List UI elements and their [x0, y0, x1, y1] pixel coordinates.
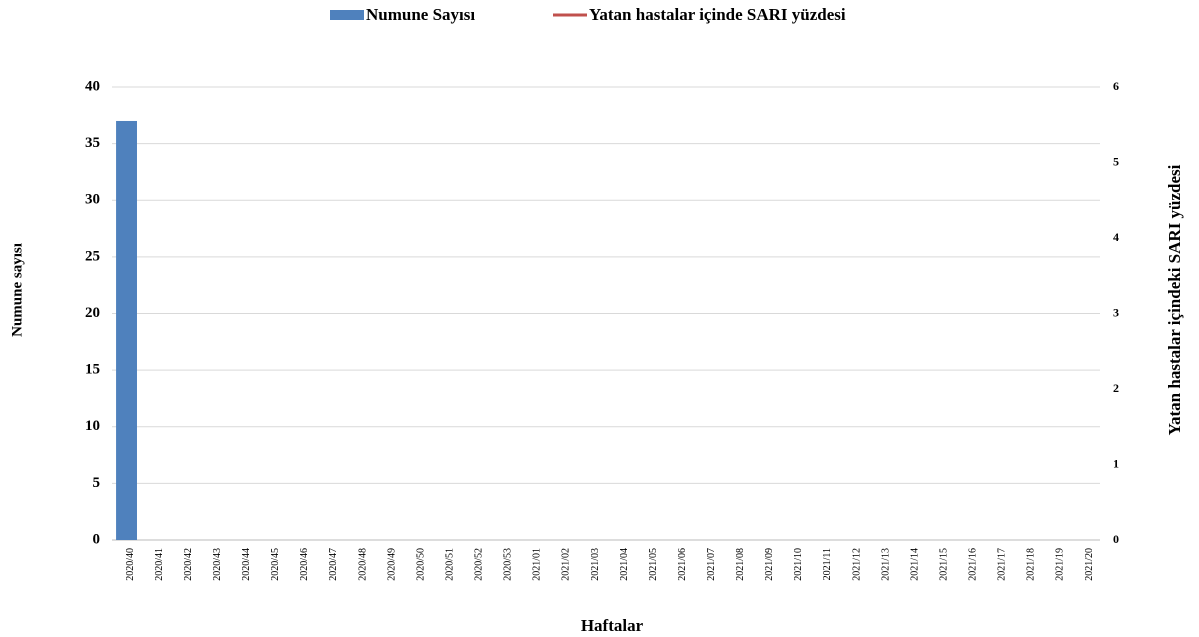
x-tick-label: 2021/11 — [822, 548, 833, 580]
y-tick-label: 30 — [85, 192, 100, 208]
x-tick-label: 2021/04 — [619, 548, 630, 581]
x-tick-label: 2020/52 — [474, 548, 485, 581]
x-tick-label: 2021/02 — [561, 548, 572, 581]
x-tick-label: 2021/06 — [677, 548, 688, 581]
x-axis-title: Haftalar — [581, 616, 644, 635]
x-tick-label: 2020/43 — [212, 548, 223, 581]
x-tick-label: 2020/48 — [357, 548, 368, 581]
x-tick-label: 2021/19 — [1055, 548, 1066, 581]
x-tick-label: 2021/14 — [909, 548, 920, 581]
x-tick-label: 2020/46 — [299, 548, 310, 581]
legend-label: Yatan hastalar içinde SARI yüzdesi — [589, 5, 846, 24]
x-tick-label: 2020/50 — [415, 548, 426, 581]
y2-tick-label: 2 — [1113, 381, 1119, 395]
y2-tick-label: 0 — [1113, 532, 1119, 546]
x-tick-label: 2020/40 — [125, 548, 136, 581]
x-tick-label: 2021/03 — [590, 548, 601, 581]
y2-tick-label: 3 — [1113, 305, 1119, 319]
y-tick-label: 15 — [85, 362, 100, 378]
y-tick-label: 40 — [85, 78, 100, 94]
x-tick-label: 2021/07 — [706, 548, 717, 581]
x-tick-label: 2020/42 — [183, 548, 194, 581]
x-tick-label: 2021/16 — [968, 548, 979, 581]
x-tick-label: 2021/01 — [532, 548, 543, 581]
x-tick-label: 2020/44 — [241, 548, 252, 581]
y-tick-label: 0 — [93, 531, 101, 547]
x-tick-label: 2021/05 — [648, 548, 659, 581]
y2-tick-label: 1 — [1113, 456, 1119, 470]
x-tick-label: 2021/20 — [1084, 548, 1095, 581]
x-tick-label: 2021/09 — [764, 548, 775, 581]
legend-label: Numune Sayısı — [366, 5, 475, 24]
y2-axis-title: Yatan hastalar içindeki SARI yüzdesi — [1165, 164, 1184, 435]
x-tick-label: 2021/15 — [938, 548, 949, 581]
x-tick-label: 2020/45 — [270, 548, 281, 581]
y2-tick-label: 6 — [1113, 79, 1119, 93]
x-tick-label: 2021/18 — [1026, 548, 1037, 581]
x-tick-label: 2020/51 — [444, 548, 455, 581]
x-tick-label: 2020/47 — [328, 548, 339, 581]
legend-swatch — [330, 10, 364, 20]
x-tick-label: 2021/12 — [851, 548, 862, 581]
x-tick-label: 2021/08 — [735, 548, 746, 581]
x-tick-label: 2021/10 — [793, 548, 804, 581]
x-tick-label: 2020/49 — [386, 548, 397, 581]
y2-tick-label: 5 — [1113, 154, 1119, 168]
y-tick-label: 10 — [85, 418, 100, 434]
y-tick-label: 5 — [93, 475, 101, 491]
x-tick-label: 2020/53 — [503, 548, 514, 581]
y-axis-title: Numune sayısı — [9, 243, 25, 337]
y-tick-label: 20 — [85, 305, 100, 321]
y-tick-label: 25 — [85, 248, 100, 264]
x-tick-label: 2021/17 — [997, 548, 1008, 581]
bar — [116, 120, 137, 540]
x-tick-label: 2020/41 — [154, 548, 165, 581]
y-tick-label: 35 — [85, 135, 100, 151]
y2-tick-label: 4 — [1113, 230, 1119, 244]
x-tick-label: 2021/13 — [880, 548, 891, 581]
